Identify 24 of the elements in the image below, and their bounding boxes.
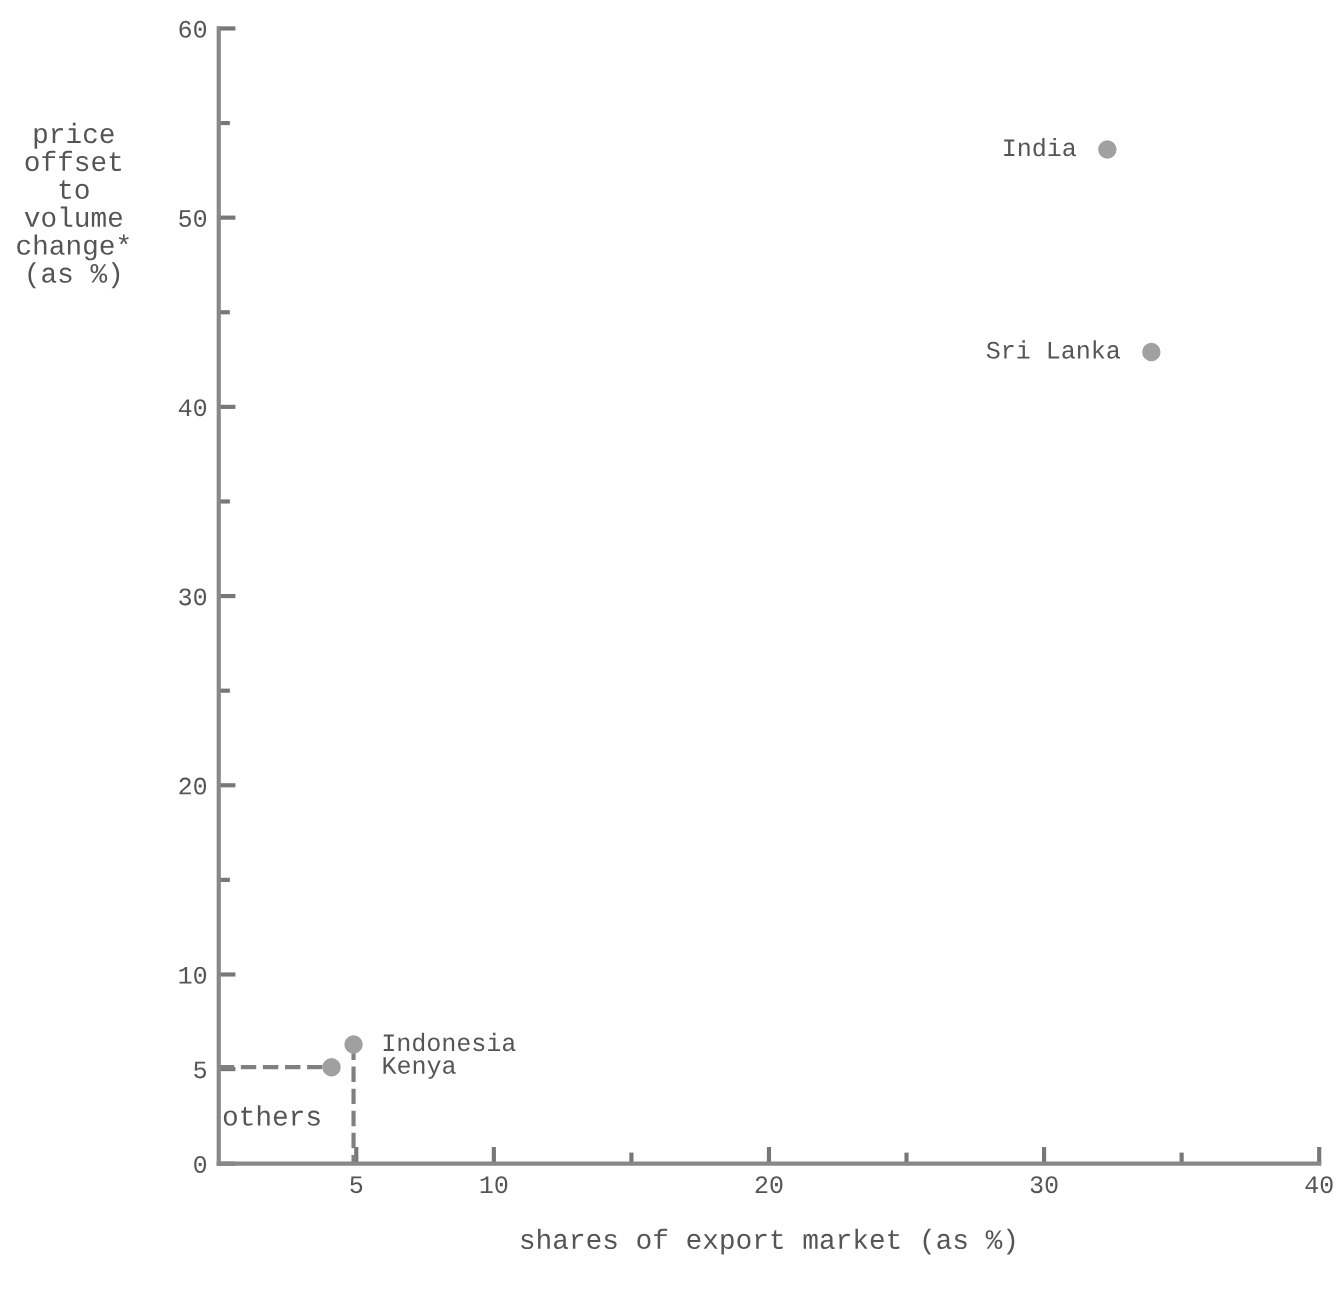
y-tick-label: 0 (194, 1156, 207, 1173)
x-tick-label: 5 (350, 1176, 363, 1194)
y-tick-label: 60 (179, 20, 207, 38)
x-tick-label: 30 (1030, 1176, 1058, 1194)
annotation: Kenya (383, 1057, 456, 1079)
x-axis-title: shares of export market (as %) (521, 1228, 1015, 1255)
y-axis-title: price offset to volume change* (as %) (17, 122, 129, 289)
point (1142, 342, 1161, 362)
x-tick-label: 10 (480, 1176, 508, 1194)
x-tick-label: 20 (755, 1176, 783, 1194)
y-tick-label: 30 (179, 588, 207, 606)
y-tick-label: 50 (179, 209, 207, 227)
point (344, 1035, 363, 1054)
point (1098, 140, 1117, 159)
y-tick-label: 20 (179, 777, 207, 795)
point (322, 1058, 341, 1077)
annotation: Indonesia (383, 1032, 516, 1052)
annotation: others (223, 1105, 320, 1126)
y-tick-label: 10 (179, 966, 207, 984)
y-tick-label: 40 (178, 399, 207, 417)
y-tick-label: 5 (194, 1061, 207, 1079)
x-tick-label: 40 (1305, 1176, 1333, 1194)
annotation: Sri Lanka (986, 340, 1120, 359)
annotation: India (1004, 137, 1076, 157)
